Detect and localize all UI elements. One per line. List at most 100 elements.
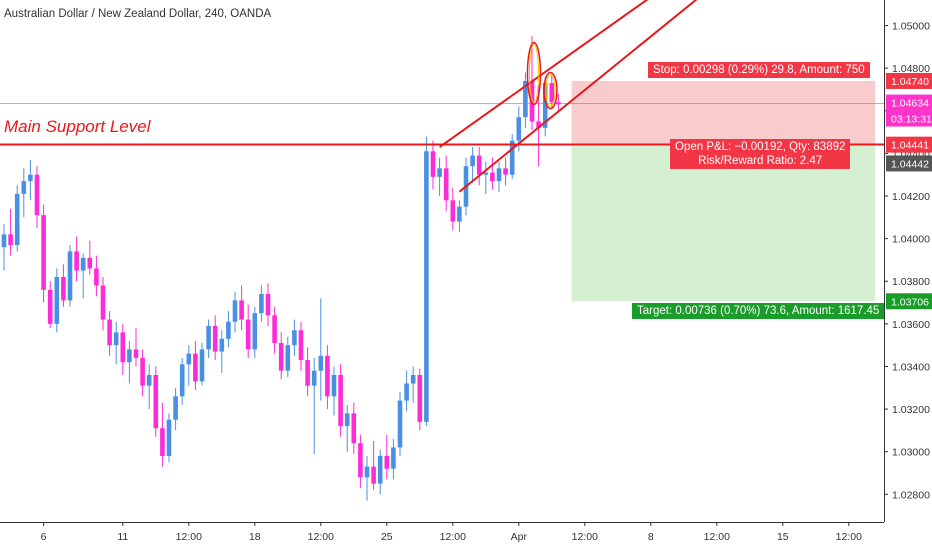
candle-body xyxy=(457,206,462,222)
candle-body xyxy=(107,319,112,346)
candle-body xyxy=(364,466,370,478)
candle-body xyxy=(542,83,548,128)
candle-body xyxy=(443,168,449,201)
candle-body xyxy=(503,168,508,175)
candle-body xyxy=(391,447,396,469)
candle-body xyxy=(219,338,225,352)
time-tick-label: 12:00 xyxy=(308,531,334,543)
candle-body xyxy=(113,332,119,346)
highlight-ellipse-inner-2 xyxy=(545,73,556,108)
stop-price-tag-bg xyxy=(886,72,932,89)
time-tick-label: 6 xyxy=(41,531,47,543)
candle-body xyxy=(8,234,13,246)
wedge-line-1 xyxy=(439,0,649,148)
candle-body xyxy=(173,396,178,420)
candle-body xyxy=(318,355,324,371)
price-tick-label: 1.02800 xyxy=(892,489,930,501)
time-tick-label: 11 xyxy=(117,531,128,543)
candle-body xyxy=(417,374,423,422)
price-tick-label: 1.03200 xyxy=(892,404,930,416)
candle-body xyxy=(166,419,172,456)
candle-body xyxy=(549,83,555,103)
candle-body xyxy=(41,215,46,290)
candle-body xyxy=(311,370,317,386)
highlight-ellipse-2 xyxy=(543,71,558,110)
candle-body xyxy=(153,374,159,429)
candle-body xyxy=(100,285,106,320)
candle-body xyxy=(272,315,277,344)
candle-body xyxy=(1,234,7,248)
candle-body xyxy=(496,168,502,182)
candle-body xyxy=(239,300,244,320)
candle-body xyxy=(186,353,192,365)
candle-body xyxy=(338,374,343,427)
candle-body xyxy=(424,151,429,422)
target-label: Target: 0.00736 (0.70%) 73.6, Amount: 16… xyxy=(632,303,885,320)
current-price-tag-bg xyxy=(886,94,932,111)
candle-body xyxy=(450,200,456,222)
candle-body xyxy=(483,172,489,175)
candle-body xyxy=(61,276,66,301)
candles-group xyxy=(1,36,561,501)
time-tick-label: 12:00 xyxy=(704,531,730,543)
candle-body xyxy=(292,330,297,346)
candle-body xyxy=(193,353,198,382)
target-price-tag-bg xyxy=(886,293,932,310)
candle-body xyxy=(21,181,27,194)
candle-body xyxy=(133,349,139,358)
candle-body xyxy=(371,466,376,484)
candle-body xyxy=(278,343,284,371)
stop-label: Stop: 0.00298 (0.29%) 29.8, Amount: 750 xyxy=(648,61,870,78)
time-tick-label: Apr xyxy=(511,531,528,543)
candle-body xyxy=(523,80,528,118)
candle-body xyxy=(529,80,535,122)
candle-body xyxy=(384,455,390,469)
pnl-label: Open P&L: −0.00192, Qty: 83892 xyxy=(675,140,846,153)
candle-body xyxy=(28,174,33,182)
candle-body xyxy=(265,294,271,316)
candle-body xyxy=(199,349,205,382)
support-price-tag-bg xyxy=(886,155,932,172)
candle-body xyxy=(212,325,218,352)
candle-body xyxy=(245,319,251,350)
time-tick-label: 25 xyxy=(381,531,393,543)
time-tick-label: 15 xyxy=(777,531,789,543)
risk-reward-label: Risk/Reward Ratio: 2.47 xyxy=(698,154,823,167)
stop-price-tag: 1.04740 xyxy=(891,76,929,88)
entry-price-tag: 1.04441 xyxy=(891,140,929,152)
time-tick-label: 12:00 xyxy=(176,531,202,543)
candle-body xyxy=(404,383,409,401)
candle-body xyxy=(94,268,99,286)
price-tick-label: 1.03800 xyxy=(892,276,930,288)
current-price-tag: 1.04634 xyxy=(891,98,929,110)
support-level-label: Main Support Level xyxy=(4,117,151,136)
candle-body xyxy=(377,455,383,484)
candle-body xyxy=(325,355,330,397)
candle-body xyxy=(120,332,126,363)
candle-body xyxy=(509,140,515,175)
price-tick-label: 1.05000 xyxy=(892,21,930,33)
price-tick-label: 1.04000 xyxy=(892,234,930,246)
countdown-tag: 03:13:31 xyxy=(891,114,932,126)
stop-zone xyxy=(571,80,876,145)
time-tick-label: 12:00 xyxy=(572,531,598,543)
candle-body xyxy=(410,374,416,384)
candle-body xyxy=(87,257,93,269)
candle-body xyxy=(47,289,53,324)
candle-body xyxy=(358,443,363,478)
candle-body xyxy=(344,413,350,427)
candle-body xyxy=(127,349,132,363)
candle-body xyxy=(252,313,258,350)
price-tick-label: 1.03000 xyxy=(892,447,930,459)
chart-title: Australian Dollar / New Zealand Dollar, … xyxy=(4,8,272,20)
candle-body xyxy=(285,345,291,371)
candle-body xyxy=(437,168,442,177)
candle-body xyxy=(476,155,482,175)
highlight-ellipse-inner-1 xyxy=(528,44,539,103)
candle-body xyxy=(259,294,264,314)
price-tick-label: 1.03600 xyxy=(892,319,930,331)
price-tick-label: 1.04200 xyxy=(892,191,930,203)
candle-body xyxy=(14,193,20,246)
